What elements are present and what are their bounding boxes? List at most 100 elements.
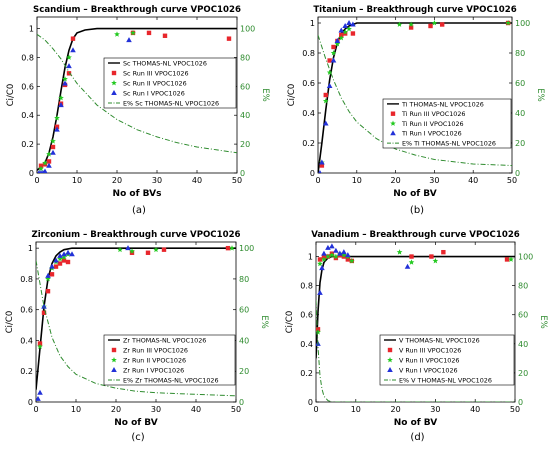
data-point-star (129, 248, 135, 254)
y2-tick-label: 0 (518, 398, 523, 407)
data-point-square (504, 257, 510, 262)
data-point-star (322, 98, 329, 104)
series-line-efficiency (36, 260, 236, 397)
data-point-star (334, 41, 341, 47)
y-tick-label: 0.4 (20, 336, 33, 345)
data-point-square (145, 250, 151, 255)
data-point-star (333, 253, 339, 259)
legend-entry: E% Zr THOMAS-NL VPOC1026 (123, 376, 219, 384)
data-point-square (70, 36, 76, 41)
y2-tick-label: 60 (240, 82, 250, 91)
data-point-star (330, 50, 337, 56)
y-axis-label: Ci/C0 (287, 84, 297, 107)
panel-caption: (d) (410, 432, 424, 443)
data-point-star (130, 29, 136, 36)
chart-panel-3: Zirconium – Breakthrough curve VPOC1026 0… (5, 230, 269, 443)
legend-swatch (111, 357, 117, 363)
y-axis-label: Ci/C0 (285, 311, 295, 334)
data-point-square (339, 32, 344, 38)
data-point-star (62, 76, 68, 82)
data-point-triangle (350, 21, 356, 27)
x-tick-label: 50 (510, 405, 520, 414)
data-point-triangle (341, 249, 347, 255)
legend: V THOMAS-NL VPOC1026 V Run III VPOC1026 V … (379, 334, 515, 386)
y2-tick-label: 60 (515, 79, 525, 88)
y2-axis-label: E% (259, 315, 269, 328)
data-point-triangle (326, 83, 333, 88)
y-tick-label: 1 (28, 244, 33, 253)
data-point-triangle (342, 23, 348, 28)
y-tick-label: 0.4 (302, 109, 315, 118)
data-point-triangle (321, 250, 327, 256)
legend-entry: Sc Run I VPOC1026 (123, 89, 185, 97)
y2-tick-label: 40 (240, 111, 250, 120)
data-point-triangle (58, 102, 64, 108)
legend-entry: Zr Run I VPOC1026 (123, 366, 184, 374)
data-point-square (65, 259, 71, 265)
data-point-triangle (319, 265, 325, 271)
data-point-square (226, 36, 232, 41)
data-point-square (45, 289, 51, 294)
data-point-triangle (53, 257, 59, 263)
data-point-star (57, 255, 63, 262)
legend-entry: E% V THOMAS-NL VPOC1026 (399, 376, 492, 384)
y-tick-label: 0.2 (300, 369, 313, 378)
y-tick-label: 1 (310, 19, 315, 28)
data-point-triangle (325, 244, 331, 250)
legend-entry: Ti Run II VPOC1026 (401, 120, 464, 128)
data-point-triangle (329, 243, 335, 249)
data-point-star (38, 165, 44, 172)
plot-frame (317, 16, 513, 174)
y-tick-label: 1 (308, 253, 313, 262)
data-point-triangle (346, 20, 352, 25)
legend-swatch (111, 347, 117, 353)
data-point-star (50, 138, 56, 144)
legend-entry: E% Sc THOMAS-NL VPOC1026 (123, 99, 219, 107)
y2-axis-label: E% (538, 315, 548, 328)
data-point-triangle (322, 120, 329, 126)
data-point-square (342, 31, 348, 36)
y2-tick-label: 60 (239, 306, 249, 315)
data-point-triangle (42, 168, 48, 173)
data-point-square (409, 254, 414, 259)
data-point-square (61, 258, 67, 263)
x-tick-label: 30 (151, 405, 161, 414)
x-tick-label: 40 (470, 405, 480, 414)
y2-tick-label: 20 (239, 367, 249, 376)
chart-panel-1: Scandium – Breakthrough curve VPOC1026 0 1… (6, 5, 270, 216)
legend-frame (103, 57, 237, 109)
data-point-star (229, 245, 235, 251)
legend: Zr THOMAS-NL VPOC1026 Zr Run III VPOC1026… (103, 334, 236, 386)
y2-tick-label: 100 (239, 244, 254, 253)
legend-swatch (111, 80, 117, 86)
data-point-square (146, 30, 152, 36)
legend-entry: V Run III VPOC1026 (399, 346, 461, 354)
data-point-triangle (316, 340, 321, 346)
legend-swatch (390, 120, 396, 126)
y2-tick-label: 80 (239, 275, 249, 284)
plot-frame (36, 16, 238, 174)
y2-tick-label: 80 (518, 282, 528, 291)
data-point-star (338, 35, 345, 41)
plot-frame (35, 241, 237, 403)
data-point-star (46, 151, 52, 157)
data-point-square (408, 25, 414, 30)
data-point-triangle (62, 80, 68, 86)
legend-swatch (111, 70, 117, 76)
x-tick-label: 10 (72, 176, 82, 185)
y2-tick-label: 40 (515, 109, 525, 118)
data-point-star (37, 343, 43, 350)
data-point-star (117, 246, 123, 253)
data-point-triangle (319, 159, 325, 165)
data-point-triangle (54, 126, 60, 132)
x-axis-label: No of BV (393, 189, 437, 199)
x-tick-label: 40 (191, 405, 201, 414)
y2-tick-label: 0 (239, 398, 244, 407)
legend: Sc THOMAS-NL VPOC1026 Sc Run III VPOC1026… (103, 57, 237, 109)
data-point-star (114, 31, 120, 37)
data-point-square (333, 255, 339, 261)
legend-swatch (387, 347, 393, 353)
x-tick-label: 30 (430, 405, 440, 414)
legend-entry: V Run I VPOC1026 (399, 366, 458, 374)
panel-caption: (b) (410, 205, 424, 216)
